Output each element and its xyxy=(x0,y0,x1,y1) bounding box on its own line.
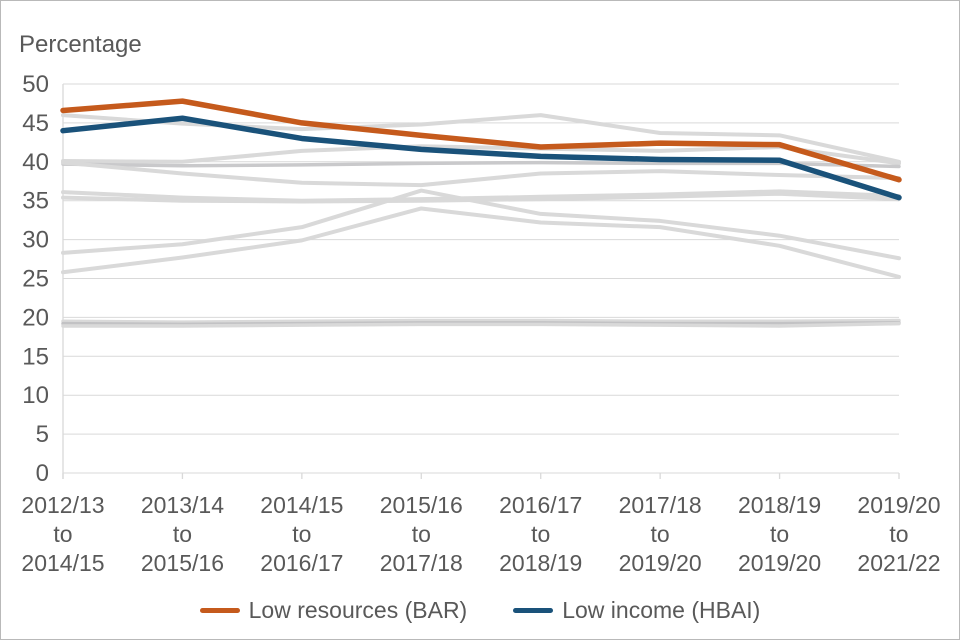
x-tick-label: 2013/14 to 2015/16 xyxy=(141,492,224,576)
y-tick-label: 25 xyxy=(22,266,49,293)
legend-item-low-income: Low income (HBAI) xyxy=(513,597,760,624)
y-tick-label: 35 xyxy=(22,188,49,215)
series-line-context-4 xyxy=(61,160,901,188)
series-line-low-income-hbai xyxy=(60,115,902,201)
legend-item-low-resources: Low resources (BAR) xyxy=(199,597,468,624)
y-tick-label: 40 xyxy=(22,149,49,176)
x-tick-label: 2019/20 to 2021/22 xyxy=(857,492,940,576)
y-tick-label: 20 xyxy=(22,304,49,331)
y-tick-label: 0 xyxy=(36,460,49,487)
y-tick-label: 5 xyxy=(36,421,49,448)
series-line-context-7 xyxy=(61,188,901,261)
y-tick-label: 15 xyxy=(22,343,49,370)
series-line-context-11 xyxy=(61,321,901,328)
chart-legend: Low resources (BAR) Low income (HBAI) xyxy=(1,597,959,624)
series-line-context-9 xyxy=(61,318,901,324)
y-tick-label: 10 xyxy=(22,382,49,409)
y-tick-label: 45 xyxy=(22,110,49,137)
series-line-context-3 xyxy=(61,160,901,169)
legend-label-low-resources: Low resources (BAR) xyxy=(248,597,468,623)
legend-line-icon-bar xyxy=(199,608,240,613)
y-tick-label: 50 xyxy=(22,71,49,98)
series-line-context-1 xyxy=(61,113,901,164)
legend-label-low-income: Low income (HBAI) xyxy=(562,597,761,623)
series-line-context-8 xyxy=(61,206,901,279)
x-tick-label: 2018/19 to 2019/20 xyxy=(738,492,821,576)
series-line-context-6 xyxy=(61,191,901,204)
series-line-low-resources-bar xyxy=(60,98,902,183)
y-axis-title: Percentage xyxy=(19,31,142,58)
y-tick-label: 30 xyxy=(22,227,49,254)
series-line-context-2 xyxy=(61,144,901,166)
x-tick-label: 2014/15 to 2016/17 xyxy=(260,492,343,576)
x-tick-label: 2012/13 to 2014/15 xyxy=(21,492,104,576)
x-tick-label: 2017/18 to 2019/20 xyxy=(619,492,702,576)
x-tick-label: 2016/17 to 2018/19 xyxy=(499,492,582,576)
legend-line-icon-hbai xyxy=(513,608,554,613)
x-tick-label: 2015/16 to 2017/18 xyxy=(380,492,463,576)
